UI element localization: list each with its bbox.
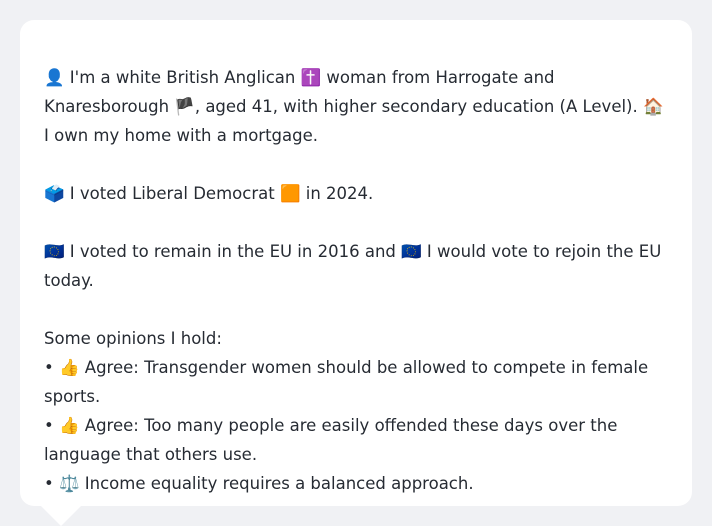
opinion-item: • ⚖️ Income equality requires a balanced… (44, 469, 668, 498)
bubble-tail (40, 505, 82, 526)
opinion-item: • 👍 Agree: Transgender women should be a… (44, 353, 668, 411)
opinion-item: • 👍 Agree: Too many people are easily of… (44, 411, 668, 469)
thumbs-up-icon: 👍 (58, 358, 80, 377)
opinion-text: Agree: Too many people are easily offend… (44, 416, 618, 464)
bullet: • (44, 358, 54, 377)
thumbs-up-icon: 👍 (58, 416, 80, 435)
opinion-text: Agree: Transgender women should be allow… (44, 358, 649, 406)
vote-text-part-2: in 2024. (300, 184, 374, 203)
england-flag-icon: 🏴 (174, 97, 195, 116)
intro-text-part-2: woman from Harrogate and Knaresborough (44, 68, 555, 116)
vote-paragraph: 🗳️ I voted Liberal Democrat 🟧 in 2024. (44, 179, 668, 208)
eu-text-part-1: I voted to remain in the EU in 2016 and (64, 242, 402, 261)
eu-paragraph: 🇪🇺 I voted to remain in the EU in 2016 a… (44, 237, 668, 295)
orange-square-icon: 🟧 (279, 184, 301, 203)
eu-flag-icon: 🇪🇺 (401, 242, 422, 261)
eu-text-part-2: I would vote to rejoin the EU today. (44, 242, 662, 290)
intro-paragraph: 👤 I'm a white British Anglican ✝️ woman … (44, 63, 668, 150)
opinions-heading: Some opinions I hold: (44, 329, 222, 348)
eu-flag-icon: 🇪🇺 (44, 242, 65, 261)
intro-text-part-4: I own my home with a mortgage. (44, 126, 318, 145)
balance-scale-icon: ⚖️ (58, 474, 80, 493)
persona-message-bubble: 👤 I'm a white British Anglican ✝️ woman … (20, 20, 692, 506)
intro-text-part-1: I'm a white British Anglican (64, 68, 301, 87)
person-icon: 👤 (44, 68, 65, 87)
intro-text-part-3: , aged 41, with higher secondary educati… (194, 97, 643, 116)
ballot-box-icon: 🗳️ (44, 184, 65, 203)
bullet: • (44, 474, 54, 493)
house-icon: 🏠 (642, 97, 664, 116)
paragraph-spacer (44, 150, 668, 179)
paragraph-spacer (44, 295, 668, 324)
paragraph-spacer (44, 208, 668, 237)
vote-text-part-1: I voted Liberal Democrat (64, 184, 280, 203)
opinion-text: Income equality requires a balanced appr… (79, 474, 474, 493)
cross-icon: ✝️ (300, 68, 322, 87)
bullet: • (44, 416, 54, 435)
